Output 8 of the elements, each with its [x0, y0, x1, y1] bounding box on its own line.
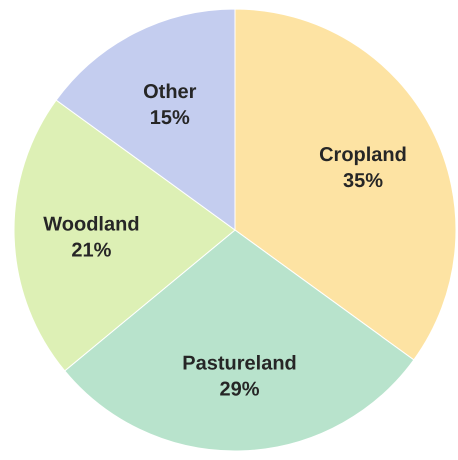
- slice-label: Other: [143, 81, 197, 104]
- data-label: 21%: [71, 240, 112, 262]
- slice-label: Cropland: [319, 144, 407, 166]
- data-label: 15%: [150, 107, 190, 130]
- slice-label: Pastureland: [182, 352, 297, 375]
- data-label: 29%: [219, 378, 260, 401]
- data-label: 35%: [342, 170, 384, 192]
- slice-label: Woodland: [43, 214, 140, 236]
